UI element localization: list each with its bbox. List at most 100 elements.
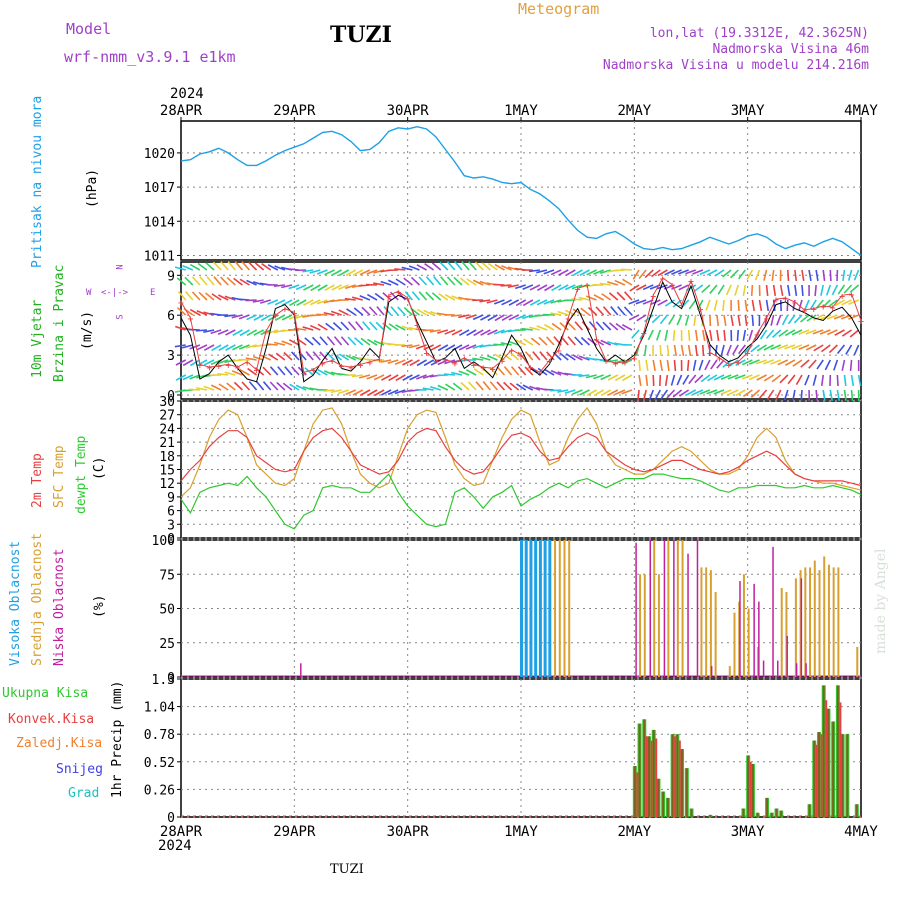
wind-barb [824,359,832,371]
time-tick-top: 2MAY [617,103,651,119]
y-tick-label-temperature: 12 [159,477,175,492]
wind-barb [231,370,243,376]
wind-barb [451,295,463,301]
wind-barb [600,374,612,381]
model-label: Model [66,20,112,38]
wind-barb [245,299,257,302]
wind-barb [638,374,642,386]
wind-barb [274,265,286,271]
wind-barb [188,328,200,331]
wind-barb [717,284,725,295]
mid-cloud-bar [780,587,783,677]
wind-barb [373,339,385,346]
wind-barb [415,344,427,350]
wind-barb [808,359,817,369]
wind-barb [720,374,732,380]
wind-gust-marker: + [556,346,562,357]
wind-barb [507,284,519,288]
wind-barb [843,374,847,387]
wind-barb [764,314,768,327]
wind-barb [468,261,477,271]
wind-barb [834,299,845,307]
wind-barb [515,299,527,307]
y-tick-label-pressure: 1011 [144,249,175,264]
wind-barb [277,366,286,376]
wind-barb [631,329,640,339]
precip-total-core [855,804,858,817]
wind-barb [503,366,513,376]
wind-barb [422,374,434,379]
wind-barb [255,381,265,391]
wind-barb [523,338,534,346]
wind-barb [374,292,385,301]
wind-gust-marker: + [320,359,326,370]
wind-barb [595,321,605,331]
wind-barb [580,307,590,316]
precip-total-core [818,732,820,817]
wind-barb [326,336,336,346]
wind-barb [416,359,427,367]
wind-barb [815,269,819,281]
wind-barb [578,374,590,378]
wind-barb [355,321,364,331]
wind-barb [672,389,683,398]
y-tick-label-wind: 0 [167,389,175,404]
wind-barb [737,344,746,355]
mid-cloud-bar [639,574,642,677]
wind-gust-marker: + [206,363,212,374]
wind-barb [503,381,513,391]
mid-cloud-bar [856,646,859,677]
high-cloud-bar [538,540,542,677]
wind-barb [487,314,498,322]
wind-barb [778,329,789,338]
wind-barb [510,366,520,376]
precip-label-strat: Zaledj.Kisa [16,736,103,751]
wind-barb [323,370,335,376]
wind-barb [479,280,491,286]
wind-barb [550,269,562,276]
wind-barb [701,284,711,294]
wind-barb [238,344,250,350]
wind-barb [218,294,229,301]
wind-barb [638,359,641,372]
wind-barb [217,372,229,376]
wind-barb [433,276,442,286]
wind-barb [422,329,434,332]
wind-barb [734,284,739,296]
wind-barb [565,269,576,277]
precip-total-core [657,778,660,817]
wind-barb [220,276,229,286]
wind-barb [241,261,251,271]
wind-barb [660,389,669,400]
precip-conv-bar [839,702,842,817]
wind-barb [528,269,540,273]
wind-barb [501,265,512,271]
wind-barb [673,344,678,356]
wind-barb [458,370,470,376]
wind-barb [602,321,612,331]
wind-barb [829,269,832,282]
wind-barb [304,337,314,346]
wind-barb [709,284,718,294]
wind-barb [359,389,371,397]
wind-barb [402,359,413,366]
wind-barb [853,344,860,356]
wind-barb [692,389,704,396]
wind-barb [608,322,619,331]
high-cloud-bar [529,540,533,677]
wind-gust-marker: + [310,366,316,377]
wind-barb [801,269,805,281]
wind-barb [347,336,357,346]
mid-cloud-bar [742,574,745,677]
wind-barb [373,374,385,381]
wind-barb [713,374,725,381]
wind-barb [367,293,378,301]
wind-barb [199,276,208,286]
wind-barb [354,337,364,346]
wind-barb [536,269,548,274]
mid-cloud-bar [563,540,566,677]
wind-barb [772,284,777,296]
wind-barb [210,329,222,335]
wind-barb [616,291,626,301]
wind-barb [276,381,286,391]
